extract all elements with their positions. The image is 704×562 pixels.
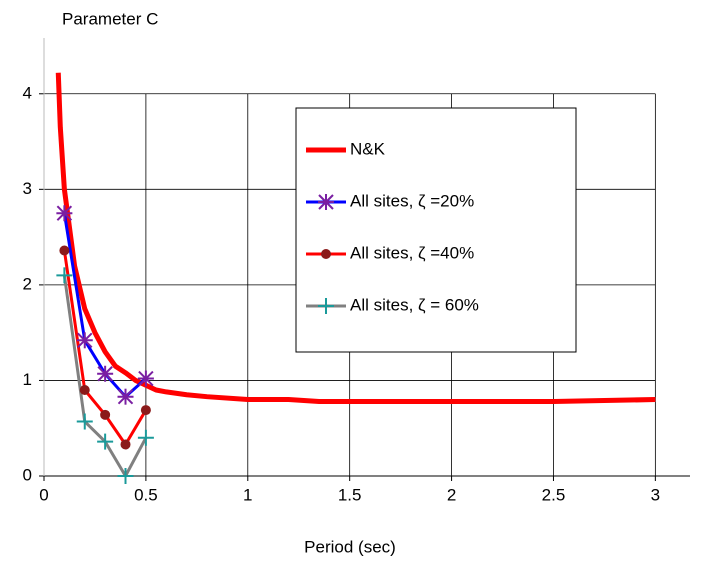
y-tick-label: 2	[23, 274, 32, 293]
marker	[97, 433, 114, 450]
marker	[76, 413, 93, 430]
series-line	[55, 72, 656, 404]
marker	[56, 267, 73, 284]
x-tick-label: 2	[447, 485, 456, 504]
marker-dot	[100, 409, 111, 420]
marker	[79, 385, 90, 395]
marker	[318, 298, 334, 314]
marker	[59, 245, 70, 256]
marker	[120, 439, 131, 450]
marker	[117, 468, 134, 484]
marker	[117, 388, 134, 405]
marker-dot	[120, 439, 131, 450]
x-tick-label: 0.5	[134, 485, 158, 504]
legend-box	[295, 107, 577, 353]
marker	[321, 249, 331, 259]
marker-stroke	[138, 370, 154, 387]
legend-label: All sites, ζ = 60%	[350, 295, 479, 314]
x-tick-label: 2.5	[542, 485, 566, 504]
marker	[76, 332, 93, 349]
marker	[318, 194, 334, 210]
y-tick-label: 0	[23, 465, 32, 484]
y-tick-label: 4	[23, 83, 32, 102]
marker	[97, 365, 114, 382]
legend-label: N&K	[350, 139, 386, 158]
x-axis-label: Period (sec)	[304, 537, 396, 556]
marker-dot	[140, 405, 151, 416]
marker-stroke	[77, 332, 93, 349]
marker	[137, 370, 154, 387]
marker	[56, 205, 73, 222]
marker-dot	[79, 385, 90, 395]
marker-stroke	[97, 366, 113, 382]
y-tick-label: 3	[23, 179, 32, 198]
marker-stroke	[56, 205, 73, 221]
y-axis-label: Parameter C	[62, 9, 158, 28]
marker-stroke	[117, 388, 134, 405]
marker-dot	[321, 249, 331, 259]
x-tick-label: 0	[39, 485, 48, 504]
y-tick-label: 1	[23, 370, 32, 389]
marker	[137, 429, 154, 446]
marker-dot	[59, 245, 70, 256]
legend-label: All sites, ζ =20%	[350, 191, 474, 210]
x-tick-label: 3	[651, 485, 660, 504]
x-tick-label: 1	[243, 485, 252, 504]
legend-label: All sites, ζ =40%	[350, 243, 474, 262]
marker	[100, 409, 111, 420]
marker-stroke	[318, 194, 334, 210]
marker	[140, 405, 151, 416]
x-tick-label: 1.5	[338, 485, 362, 504]
